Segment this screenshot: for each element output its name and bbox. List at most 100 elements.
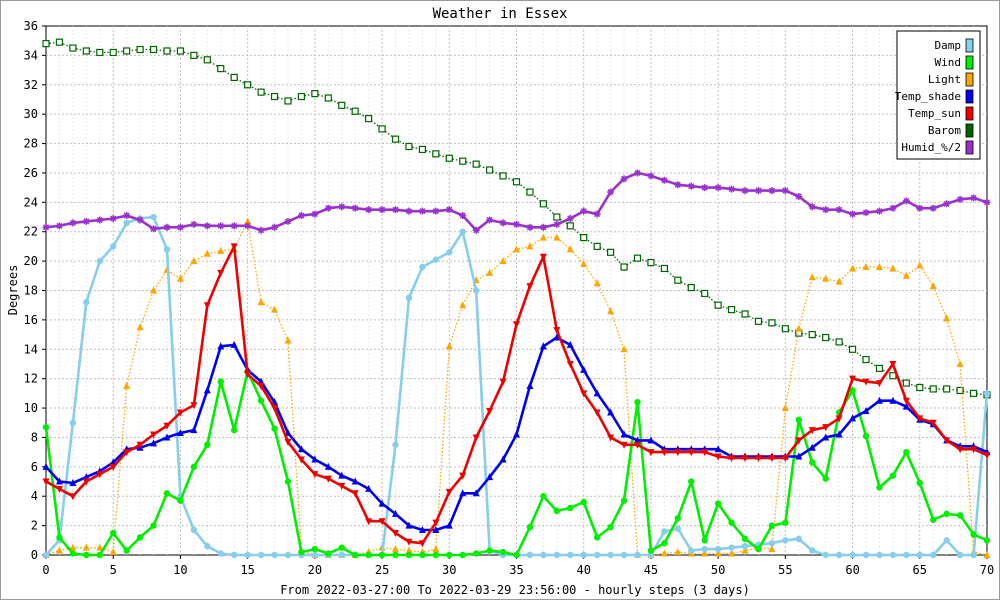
data-point xyxy=(499,172,507,180)
data-point xyxy=(553,213,561,221)
chart-title: Weather in Essex xyxy=(433,6,568,22)
data-point xyxy=(42,40,50,48)
data-point xyxy=(136,323,144,331)
data-point xyxy=(620,441,628,449)
data-point xyxy=(432,150,440,158)
data-point xyxy=(889,396,897,404)
data-point xyxy=(781,325,789,333)
data-point xyxy=(271,405,279,413)
data-point xyxy=(902,379,910,387)
data-point xyxy=(217,342,225,350)
data-point xyxy=(822,551,829,559)
data-point xyxy=(539,200,547,208)
data-point xyxy=(956,512,964,519)
data-point xyxy=(943,385,951,393)
data-point xyxy=(728,185,736,193)
data-point xyxy=(338,544,345,551)
data-point xyxy=(795,535,802,543)
data-point xyxy=(311,210,319,218)
y-tick-label: 20 xyxy=(24,254,38,268)
data-point xyxy=(903,551,910,559)
data-point xyxy=(351,551,359,559)
data-point xyxy=(459,228,466,235)
data-point xyxy=(862,262,870,270)
data-point xyxy=(42,478,50,486)
data-point xyxy=(109,214,117,222)
data-point xyxy=(150,522,157,529)
data-point xyxy=(983,452,991,460)
data-point xyxy=(633,436,641,444)
data-point xyxy=(284,438,292,446)
data-point xyxy=(701,537,708,544)
data-point xyxy=(217,65,225,73)
data-point xyxy=(150,286,158,294)
data-point xyxy=(809,547,816,554)
data-point xyxy=(593,551,601,559)
data-point xyxy=(96,48,104,57)
data-point xyxy=(324,475,332,483)
data-point xyxy=(795,416,802,424)
data-point xyxy=(96,551,103,559)
data-point xyxy=(513,430,520,438)
data-point xyxy=(956,195,964,203)
data-point xyxy=(956,446,964,454)
data-point xyxy=(190,402,198,410)
data-point xyxy=(311,471,319,479)
data-point xyxy=(257,226,265,234)
data-point xyxy=(902,397,910,405)
data-point xyxy=(607,523,614,531)
data-point xyxy=(432,551,440,559)
data-point xyxy=(580,207,588,215)
data-point xyxy=(674,449,682,457)
data-point xyxy=(445,206,453,214)
data-point xyxy=(338,551,345,559)
data-point xyxy=(902,402,910,410)
data-point xyxy=(822,206,830,214)
y-tick-label: 34 xyxy=(24,48,38,62)
y-tick-label: 6 xyxy=(31,460,38,474)
data-point xyxy=(661,540,668,547)
data-point xyxy=(324,462,332,470)
data-point xyxy=(365,551,372,559)
data-point xyxy=(284,97,292,105)
data-point xyxy=(983,551,991,558)
data-point xyxy=(459,551,466,559)
x-tick-label: 65 xyxy=(913,563,927,577)
legend-label: Temp_sun xyxy=(908,107,961,120)
data-point xyxy=(916,261,924,269)
data-point xyxy=(539,233,547,241)
data-point xyxy=(714,184,722,192)
data-point xyxy=(392,206,400,214)
y-tick-label: 4 xyxy=(31,489,38,503)
data-point xyxy=(634,551,641,559)
data-point xyxy=(271,551,278,559)
data-point xyxy=(768,455,776,463)
data-point xyxy=(956,386,964,395)
data-point xyxy=(419,263,426,271)
data-point xyxy=(244,371,252,379)
data-point xyxy=(943,200,951,208)
data-point xyxy=(822,333,830,342)
data-point xyxy=(687,449,695,457)
data-point xyxy=(620,263,628,271)
data-point xyxy=(459,157,467,165)
data-point xyxy=(714,549,722,557)
data-point xyxy=(929,204,937,212)
data-point xyxy=(862,551,870,559)
data-point xyxy=(849,414,857,422)
data-point xyxy=(875,380,883,388)
data-point xyxy=(513,321,520,329)
data-point xyxy=(822,475,829,482)
data-point xyxy=(486,547,493,554)
data-point xyxy=(714,445,722,453)
data-point xyxy=(889,472,897,479)
data-point xyxy=(486,407,494,415)
data-point xyxy=(647,551,655,559)
series-temp-sun xyxy=(42,243,991,548)
data-point xyxy=(446,249,453,256)
x-tick-label: 45 xyxy=(644,563,658,577)
data-point xyxy=(566,360,574,368)
data-point xyxy=(943,537,950,544)
data-point xyxy=(875,364,884,372)
data-point xyxy=(244,222,252,230)
